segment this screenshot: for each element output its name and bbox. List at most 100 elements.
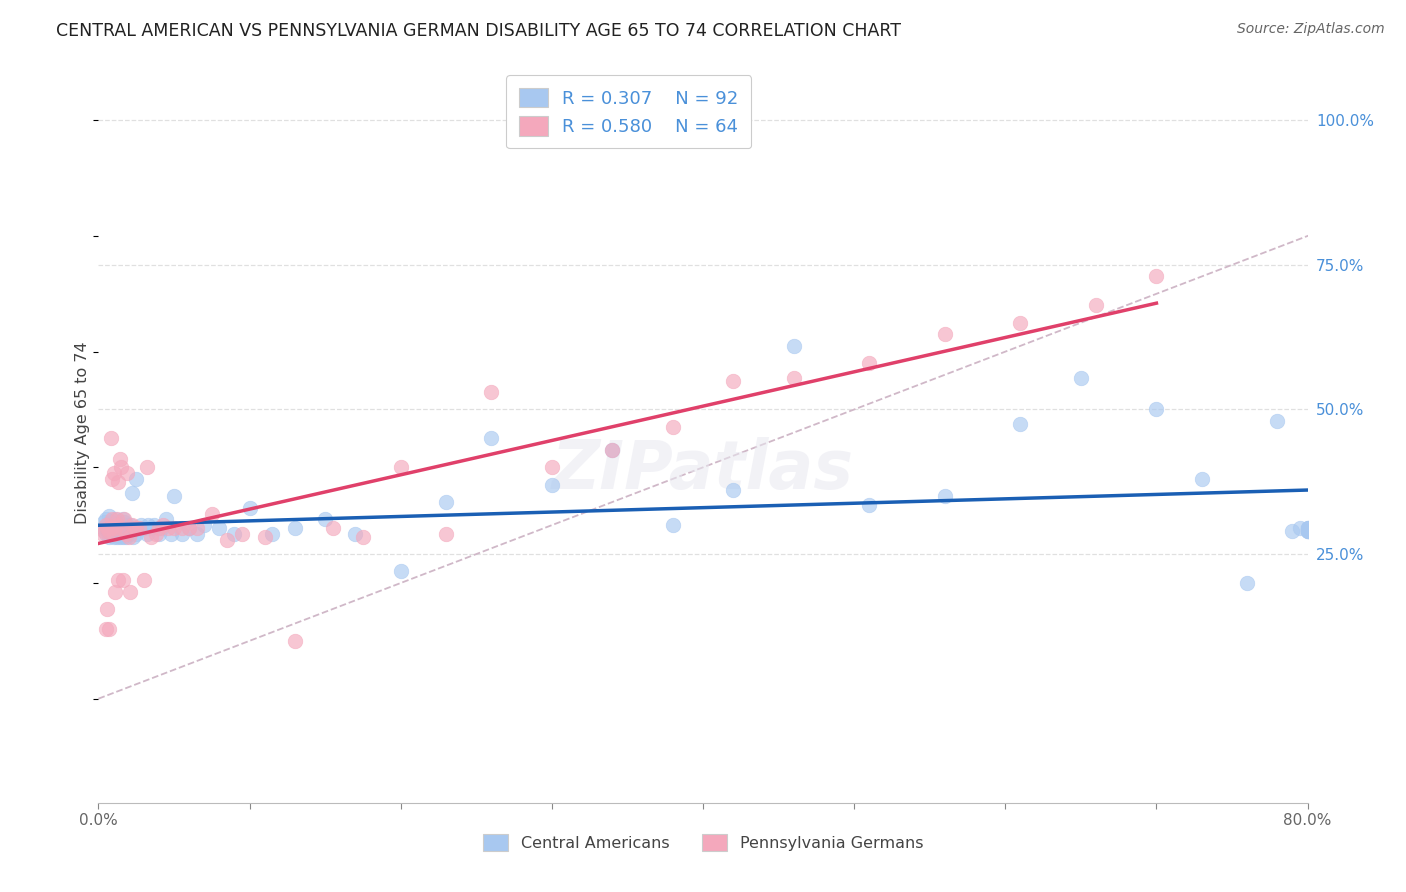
- Point: [128, 521, 150, 535]
- Point: [120, 521, 142, 535]
- Point: [100, 516, 122, 530]
- Point: [1296, 521, 1319, 535]
- Point: [481, 431, 503, 445]
- Point: [104, 521, 127, 535]
- Point: [1289, 521, 1312, 535]
- Point: [136, 518, 159, 533]
- Point: [96, 518, 118, 533]
- Point: [103, 530, 125, 544]
- Point: [314, 512, 336, 526]
- Point: [179, 521, 201, 535]
- Point: [96, 602, 118, 616]
- Point: [322, 521, 344, 535]
- Point: [91, 521, 114, 535]
- Point: [111, 530, 134, 544]
- Point: [163, 489, 186, 503]
- Point: [91, 526, 114, 541]
- Point: [186, 526, 208, 541]
- Point: [107, 518, 129, 533]
- Point: [103, 518, 125, 533]
- Point: [389, 460, 412, 475]
- Point: [934, 489, 956, 503]
- Point: [132, 521, 155, 535]
- Point: [115, 518, 138, 533]
- Point: [160, 526, 183, 541]
- Point: [120, 518, 142, 533]
- Point: [96, 524, 118, 538]
- Y-axis label: Disability Age 65 to 74: Disability Age 65 to 74: [75, 342, 90, 524]
- Point: [156, 521, 179, 535]
- Point: [94, 512, 117, 526]
- Point: [100, 521, 122, 535]
- Point: [231, 526, 253, 541]
- Point: [100, 521, 122, 535]
- Point: [193, 518, 215, 533]
- Point: [112, 521, 135, 535]
- Point: [934, 327, 956, 342]
- Point: [129, 518, 152, 533]
- Point: [1267, 414, 1289, 428]
- Point: [344, 526, 367, 541]
- Point: [1296, 524, 1319, 538]
- Point: [208, 521, 231, 535]
- Point: [186, 521, 208, 535]
- Point: [103, 526, 125, 541]
- Point: [104, 518, 127, 533]
- Point: [101, 526, 124, 541]
- Point: [163, 521, 186, 535]
- Point: [1191, 472, 1213, 486]
- Point: [122, 530, 145, 544]
- Point: [389, 565, 412, 579]
- Point: [661, 420, 683, 434]
- Text: Source: ZipAtlas.com: Source: ZipAtlas.com: [1237, 22, 1385, 37]
- Point: [98, 530, 121, 544]
- Point: [104, 584, 127, 599]
- Point: [108, 451, 131, 466]
- Point: [723, 374, 745, 388]
- Point: [107, 526, 129, 541]
- Point: [98, 622, 121, 636]
- Point: [434, 526, 457, 541]
- Text: CENTRAL AMERICAN VS PENNSYLVANIA GERMAN DISABILITY AGE 65 TO 74 CORRELATION CHAR: CENTRAL AMERICAN VS PENNSYLVANIA GERMAN …: [56, 22, 901, 40]
- Point: [170, 521, 193, 535]
- Point: [783, 339, 806, 353]
- Point: [135, 460, 157, 475]
- Point: [128, 521, 150, 535]
- Point: [1144, 402, 1167, 417]
- Point: [1296, 521, 1319, 535]
- Point: [434, 495, 457, 509]
- Point: [120, 584, 142, 599]
- Point: [94, 526, 117, 541]
- Point: [602, 442, 624, 457]
- Point: [121, 518, 143, 533]
- Point: [98, 524, 121, 538]
- Point: [118, 526, 141, 541]
- Point: [145, 526, 167, 541]
- Point: [94, 518, 117, 533]
- Point: [115, 466, 138, 480]
- Point: [124, 521, 146, 535]
- Point: [170, 526, 193, 541]
- Point: [148, 526, 170, 541]
- Point: [110, 460, 132, 475]
- Point: [352, 530, 374, 544]
- Point: [94, 622, 117, 636]
- Point: [148, 521, 170, 535]
- Point: [1010, 316, 1032, 330]
- Point: [104, 512, 127, 526]
- Point: [723, 483, 745, 498]
- Point: [114, 521, 136, 535]
- Point: [114, 526, 136, 541]
- Point: [1296, 524, 1319, 538]
- Text: ZIPatlas: ZIPatlas: [553, 437, 853, 502]
- Point: [98, 509, 121, 524]
- Point: [135, 526, 157, 541]
- Point: [1085, 298, 1108, 312]
- Point: [1144, 269, 1167, 284]
- Point: [105, 518, 128, 533]
- Point: [103, 466, 125, 480]
- Point: [101, 472, 124, 486]
- Point: [125, 472, 148, 486]
- Point: [858, 498, 880, 512]
- Point: [284, 521, 307, 535]
